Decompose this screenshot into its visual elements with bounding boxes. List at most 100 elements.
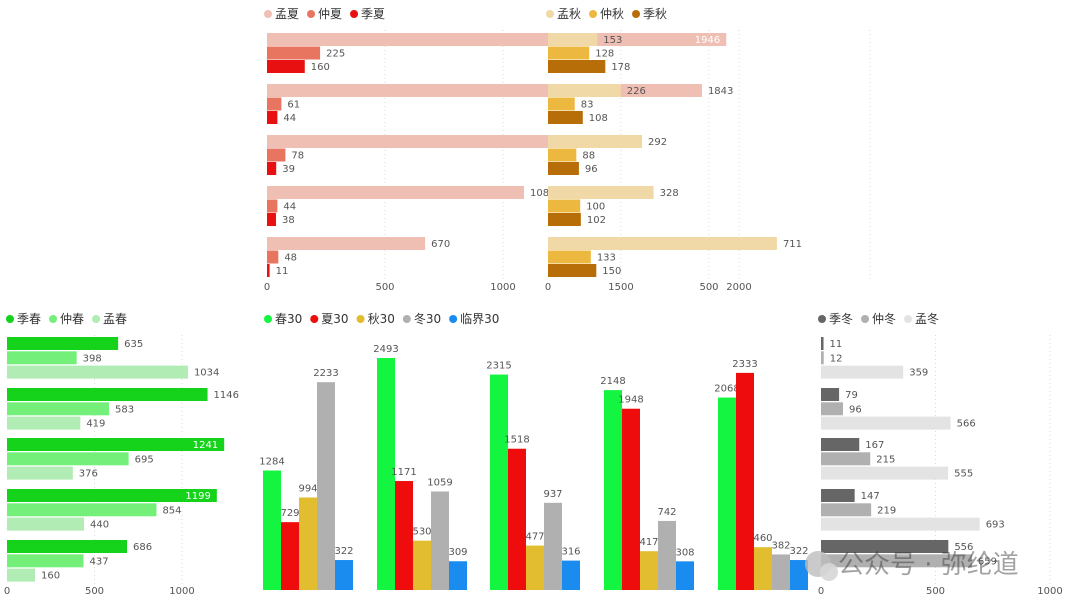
legend-spring: 季春 仲春 孟春	[6, 312, 127, 326]
x-tick-label: 0	[4, 586, 10, 597]
bar	[267, 162, 277, 175]
data-label: 417	[639, 537, 658, 548]
bar	[821, 503, 872, 517]
bar	[821, 517, 980, 531]
chart-thirty: 1284 729 994 2233 322 2493 1171 530 1059 309 2315 1…	[259, 344, 809, 590]
bar	[821, 416, 951, 430]
legend-label: 秋30	[368, 312, 395, 326]
bar	[267, 237, 426, 250]
bar	[7, 466, 73, 480]
legend-marker	[264, 315, 272, 323]
legend-marker	[307, 10, 316, 18]
bar	[604, 390, 622, 590]
x-tick-label: 1000	[169, 586, 194, 597]
bar	[548, 97, 575, 111]
data-label: 322	[334, 546, 353, 557]
legend-label: 孟夏	[275, 7, 299, 21]
legend-marker	[546, 10, 554, 18]
bar	[267, 111, 278, 124]
bar	[7, 438, 225, 451]
data-label: 61	[287, 100, 300, 111]
data-label: 1171	[391, 467, 416, 478]
data-label: 994	[298, 483, 317, 494]
bar	[548, 186, 654, 199]
data-label: 167	[865, 440, 884, 451]
bar	[7, 416, 81, 430]
x-tick-label: 1000	[1037, 586, 1062, 597]
x-tick-label: 0	[545, 282, 551, 293]
bar	[431, 491, 449, 590]
data-label: 150	[602, 266, 621, 277]
bar	[821, 540, 949, 553]
bar	[267, 46, 321, 60]
data-label: 460	[753, 533, 772, 544]
bar	[7, 388, 208, 401]
chart-spring: 0 500 1000 635 398 1034 1146 583 419 1241 695 376 11…	[4, 335, 239, 597]
bar	[622, 408, 640, 590]
data-label: 292	[648, 137, 667, 148]
bar	[7, 351, 77, 365]
legend-marker	[264, 10, 272, 18]
bar	[754, 547, 772, 590]
bar	[821, 337, 824, 350]
bar	[548, 111, 583, 124]
data-label: 1946	[695, 35, 720, 46]
legend-marker	[818, 315, 826, 323]
legend-label: 临界30	[460, 312, 499, 326]
data-label: 693	[986, 520, 1005, 531]
bar	[7, 402, 110, 416]
data-label: 583	[115, 404, 134, 415]
data-label: 359	[909, 368, 928, 379]
data-label: 48	[284, 253, 297, 264]
legend-marker	[632, 10, 641, 18]
data-label: 147	[861, 491, 880, 502]
bar	[640, 551, 658, 590]
bar	[548, 162, 579, 175]
data-label: 1518	[504, 435, 529, 446]
data-label: 2333	[732, 359, 757, 370]
data-label: 308	[675, 547, 694, 558]
legend-label: 冬30	[414, 311, 441, 326]
legend-marker	[6, 315, 14, 323]
data-label: 11	[276, 266, 289, 277]
bar	[7, 503, 157, 517]
bar	[317, 382, 335, 590]
x-tick-label: 0	[818, 586, 824, 597]
bar	[821, 466, 949, 480]
bar	[548, 84, 621, 97]
data-label: 854	[162, 505, 181, 516]
data-label: 1034	[194, 368, 219, 379]
bar	[377, 358, 395, 590]
bar	[267, 33, 727, 46]
bar	[821, 489, 855, 502]
x-tick-label: 500	[375, 282, 394, 293]
legend-marker	[589, 10, 598, 18]
bar	[548, 250, 591, 264]
bar	[526, 545, 544, 590]
bar	[821, 438, 860, 451]
data-label: 686	[133, 542, 152, 553]
bar	[263, 470, 281, 590]
data-label: 2148	[600, 376, 625, 387]
data-label: 88	[582, 151, 595, 162]
data-label: 635	[124, 339, 143, 350]
legend-marker	[904, 315, 913, 323]
x-tick-label: 1000	[490, 282, 515, 293]
bar	[413, 540, 431, 590]
bar	[548, 264, 597, 277]
data-label: 309	[448, 547, 467, 558]
legend-marker	[356, 315, 365, 323]
bar	[548, 148, 577, 162]
data-label: 160	[311, 62, 330, 73]
bar	[772, 554, 790, 590]
chart-autumn: 0 500 153 128 178 226 83 108 292 88 96 328 100 102 711…	[545, 30, 871, 293]
bar	[658, 520, 676, 590]
data-label: 729	[280, 508, 299, 519]
chart-winter: 0 500 1000 11 12 359 79 96 566 167 215 555 147 219 693…	[818, 335, 1063, 597]
data-label: 153	[603, 35, 622, 46]
data-label: 133	[597, 253, 616, 264]
legend-label: 夏30	[321, 312, 348, 326]
bar	[267, 213, 276, 226]
data-label: 322	[789, 546, 808, 557]
bar	[736, 372, 754, 590]
